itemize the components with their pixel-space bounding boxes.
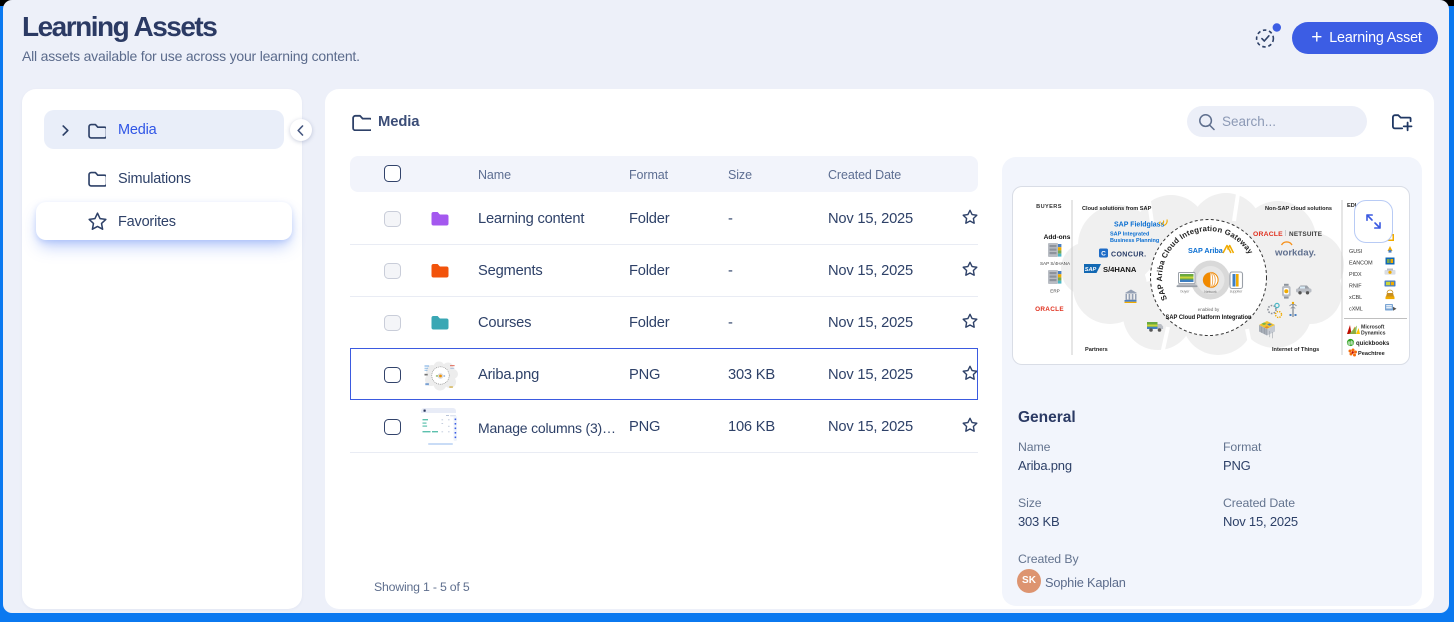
svg-text:Network: Network: [1204, 290, 1217, 294]
svg-text:SAP: SAP: [1085, 267, 1097, 273]
svg-text:Dynamics: Dynamics: [1361, 331, 1386, 337]
svg-text:RNIF: RNIF: [1349, 284, 1362, 290]
svg-text:cXML: cXML: [1349, 307, 1363, 313]
svg-text:Business Planning: Business Planning: [1110, 238, 1159, 244]
svg-text:ORACLE: ORACLE: [1035, 306, 1064, 313]
svg-text:S/4HANA: S/4HANA: [1103, 265, 1137, 274]
svg-text:xCBL: xCBL: [1349, 295, 1362, 301]
svg-text:quickbooks: quickbooks: [1356, 341, 1390, 347]
svg-text:enabled by: enabled by: [1198, 307, 1220, 312]
svg-text:NETSUITE: NETSUITE: [1289, 231, 1323, 238]
svg-text:Peachtree: Peachtree: [1358, 351, 1385, 357]
svg-text:CONCUR.: CONCUR.: [1111, 252, 1146, 259]
svg-text:SAP Integrated: SAP Integrated: [1110, 232, 1149, 238]
svg-text:workday.: workday.: [1274, 248, 1316, 259]
svg-text:supplier: supplier: [1230, 290, 1243, 294]
svg-text:SAP Cloud Platform Integration: SAP Cloud Platform Integration: [1166, 314, 1252, 321]
svg-text:qb: qb: [1347, 341, 1353, 347]
svg-text:ORACLE: ORACLE: [1253, 231, 1283, 238]
svg-text:ERP: ERP: [1050, 289, 1059, 294]
svg-text:Microsoft: Microsoft: [1361, 325, 1385, 331]
svg-text:EANCOM: EANCOM: [1349, 261, 1373, 267]
svg-text:Internet of Things: Internet of Things: [1272, 347, 1319, 353]
svg-text:Cloud solutions from SAP: Cloud solutions from SAP: [1082, 206, 1152, 212]
svg-text:SAP Ariba: SAP Ariba: [1188, 246, 1224, 255]
svg-text:Add-ons: Add-ons: [1044, 234, 1071, 241]
svg-text:C: C: [1101, 251, 1106, 258]
svg-text:SAP Fieldglass: SAP Fieldglass: [1114, 222, 1165, 229]
svg-text:BUYERS: BUYERS: [1036, 204, 1062, 210]
svg-text:SAP S/4HANA: SAP S/4HANA: [1040, 261, 1071, 266]
svg-text:GUSI: GUSI: [1349, 249, 1362, 255]
svg-text:Non-SAP cloud solutions: Non-SAP cloud solutions: [1265, 206, 1332, 212]
svg-text:buyer: buyer: [1181, 290, 1191, 294]
svg-text:Partners: Partners: [1085, 347, 1108, 353]
svg-text:PIDX: PIDX: [1349, 272, 1362, 278]
